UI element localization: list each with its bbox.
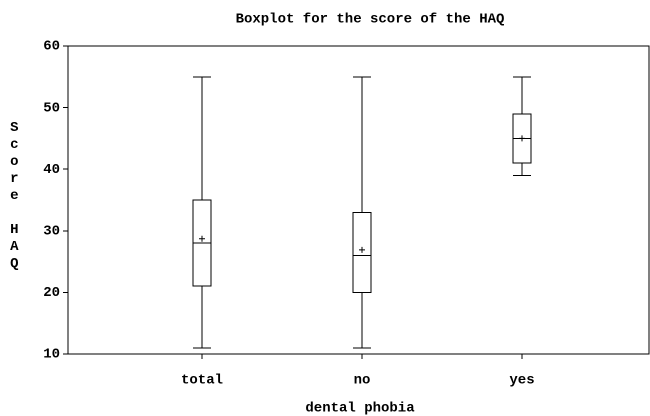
x-tick-label: total [181, 373, 223, 389]
chart-title: Boxplot for the score of the HAQ [236, 12, 505, 28]
box [352, 211, 372, 293]
plot-frame [67, 45, 650, 355]
x-tick-label: yes [509, 373, 534, 389]
y-tick-label: 50 [43, 100, 60, 116]
x-tick-label: no [354, 373, 371, 389]
x-axis-label: dental phobia [305, 401, 415, 416]
y-tick-label: 20 [43, 285, 60, 301]
y-tick-label: 30 [43, 224, 60, 240]
mean-marker [359, 246, 365, 253]
mean-marker [199, 235, 205, 242]
mean-marker [519, 135, 525, 142]
y-tick-label: 40 [43, 162, 60, 178]
y-tick-label: 60 [43, 39, 60, 55]
y-tick-label: 10 [43, 347, 60, 363]
y-axis-label: Score HAQ [6, 120, 22, 273]
